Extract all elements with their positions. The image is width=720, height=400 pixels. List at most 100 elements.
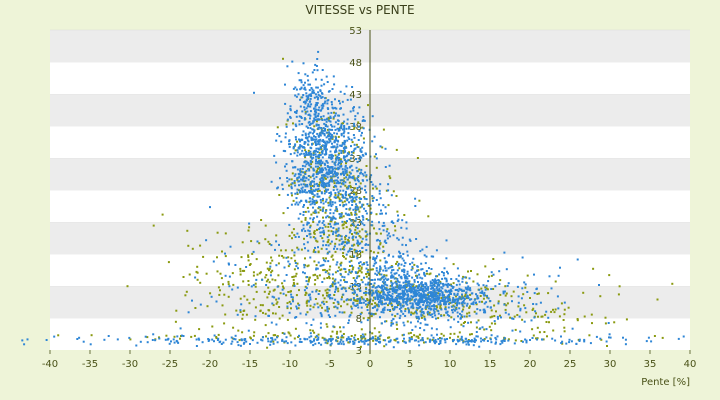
data-point — [377, 290, 380, 293]
data-point — [346, 303, 349, 306]
data-point — [375, 261, 378, 264]
data-point — [354, 213, 357, 216]
data-point — [437, 292, 440, 295]
data-point — [373, 296, 375, 299]
data-point — [311, 122, 314, 125]
data-point — [312, 132, 314, 135]
data-point — [323, 153, 326, 156]
data-point — [328, 277, 331, 280]
data-point — [386, 234, 389, 237]
data-point — [374, 302, 377, 305]
data-points — [21, 50, 685, 349]
data-point — [304, 156, 307, 159]
data-point — [301, 149, 304, 152]
data-point — [292, 228, 295, 231]
data-point — [316, 58, 319, 60]
data-point — [329, 128, 332, 131]
data-point — [495, 341, 497, 344]
data-point — [337, 281, 340, 284]
data-point — [506, 284, 509, 287]
data-point — [385, 269, 388, 272]
data-point — [344, 172, 347, 175]
data-point — [179, 327, 182, 330]
data-point — [346, 242, 348, 245]
data-point — [423, 329, 426, 332]
data-point — [346, 174, 349, 176]
data-point — [360, 187, 363, 190]
data-point — [288, 139, 291, 142]
data-point — [174, 320, 177, 323]
data-point — [443, 267, 446, 270]
data-point — [319, 178, 322, 181]
data-point — [411, 304, 414, 307]
data-point — [318, 181, 321, 184]
data-point — [387, 304, 389, 307]
data-point — [323, 259, 325, 262]
data-point — [439, 337, 441, 339]
data-point — [180, 334, 183, 337]
data-point — [327, 188, 329, 191]
data-point — [337, 159, 340, 162]
data-point — [361, 228, 364, 231]
data-point — [313, 231, 315, 234]
data-point — [290, 187, 293, 190]
data-point — [408, 282, 410, 285]
data-point — [362, 137, 365, 140]
data-point — [298, 340, 301, 343]
data-point — [343, 248, 346, 251]
data-point — [460, 314, 463, 317]
data-point — [415, 292, 418, 295]
data-point — [334, 305, 337, 308]
data-point — [278, 254, 281, 257]
data-point — [374, 312, 377, 315]
data-point — [237, 329, 240, 332]
data-point — [332, 212, 335, 215]
data-point — [372, 256, 375, 259]
data-point — [677, 337, 680, 340]
data-point — [344, 164, 347, 167]
y-tick-label: 13 — [349, 282, 362, 293]
data-point — [326, 165, 329, 167]
data-point — [315, 138, 318, 141]
data-point — [323, 192, 326, 195]
data-point — [304, 134, 307, 136]
data-point — [375, 187, 378, 190]
data-point — [359, 206, 362, 209]
data-point — [294, 173, 297, 176]
data-point — [349, 255, 352, 258]
data-point — [318, 290, 321, 292]
data-point — [313, 130, 316, 133]
data-point — [227, 283, 230, 286]
data-point — [359, 182, 362, 185]
data-point — [350, 138, 353, 141]
data-point — [329, 140, 332, 143]
data-point — [384, 147, 387, 150]
data-point — [327, 204, 330, 207]
data-point — [382, 289, 385, 292]
data-point — [294, 316, 297, 319]
data-point — [303, 154, 306, 157]
data-point — [245, 313, 248, 316]
data-point — [334, 298, 337, 301]
data-point — [248, 264, 251, 266]
data-point — [352, 149, 355, 152]
data-point — [518, 315, 521, 318]
data-point — [209, 206, 211, 209]
data-point — [380, 300, 383, 303]
data-point — [342, 340, 345, 343]
data-point — [460, 337, 463, 340]
data-point — [516, 285, 519, 288]
data-point — [323, 162, 326, 165]
data-point — [535, 303, 538, 306]
data-point — [334, 201, 337, 204]
data-point — [229, 245, 232, 248]
data-point — [470, 302, 473, 305]
data-point — [371, 268, 374, 271]
data-point — [360, 306, 363, 309]
data-point — [409, 298, 412, 301]
data-point — [307, 95, 310, 98]
data-point — [278, 194, 281, 196]
data-point — [347, 322, 350, 324]
data-point — [324, 200, 327, 203]
data-point — [343, 174, 345, 177]
